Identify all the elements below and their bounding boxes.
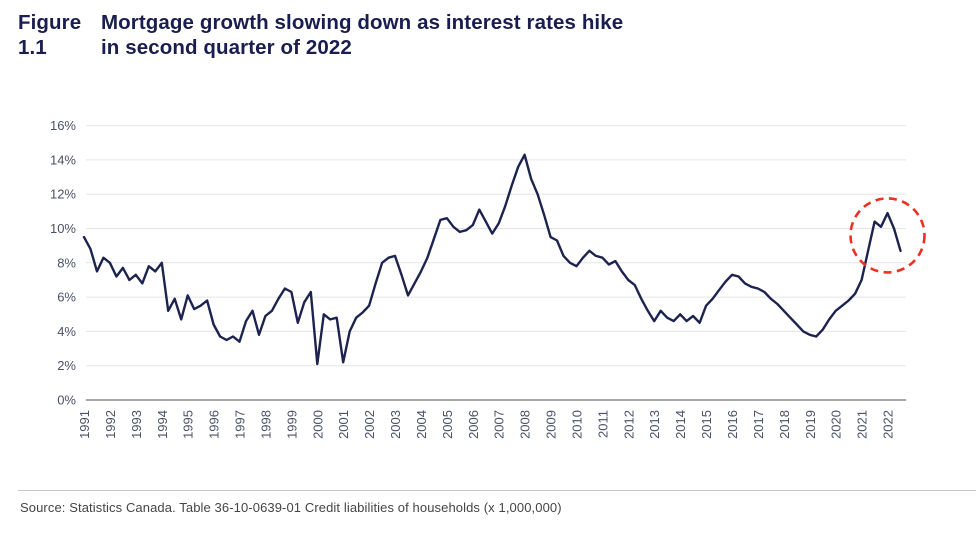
- x-axis-label: 1991: [77, 410, 92, 439]
- y-axis-labels: 0% 2% 4% 6% 8% 10% 12% 14% 16%: [50, 118, 76, 407]
- x-axis-label: 1997: [233, 410, 248, 439]
- x-axis-labels: 1991 1992 1993 1994 1995 1996 1997 1998 1999 2000…: [77, 410, 896, 439]
- x-axis-label: 1994: [155, 410, 170, 439]
- x-axis-label: 2022: [881, 410, 896, 439]
- x-axis-label: 1992: [103, 410, 118, 439]
- x-axis-label: 2008: [518, 410, 533, 439]
- figure-title: Mortgage growth slowing down as interest…: [101, 10, 623, 60]
- x-axis-label: 1993: [129, 410, 144, 439]
- divider-line: [18, 490, 976, 491]
- y-axis-label: 14%: [50, 152, 76, 167]
- x-axis-label: 2001: [336, 410, 351, 439]
- y-axis-label: 8%: [57, 255, 76, 270]
- x-axis-label: 2021: [855, 410, 870, 439]
- x-axis-label: 1999: [284, 410, 299, 439]
- x-axis-label: 2012: [621, 410, 636, 439]
- y-axis-label: 10%: [50, 221, 76, 236]
- x-axis-label: 1996: [207, 410, 222, 439]
- x-axis-label: 2006: [466, 410, 481, 439]
- x-axis-label: 2010: [569, 410, 584, 439]
- x-axis-label: 2009: [544, 410, 559, 439]
- source-note: Source: Statistics Canada. Table 36-10-0…: [20, 500, 562, 515]
- y-axis-label: 16%: [50, 118, 76, 133]
- x-axis-label: 1998: [258, 410, 273, 439]
- figure-header: Figure 1.1 Mortgage growth slowing down …: [18, 10, 623, 60]
- mortgage-growth-line: [82, 153, 902, 366]
- figure-title-line2: in second quarter of 2022: [101, 36, 352, 59]
- gridlines: [86, 125, 906, 401]
- x-axis-label: 2004: [414, 410, 429, 439]
- y-axis-label: 6%: [57, 290, 76, 305]
- x-axis-label: 2018: [777, 410, 792, 439]
- x-axis-label: 2007: [492, 410, 507, 439]
- x-axis-label: 2019: [803, 410, 818, 439]
- figure-label: Figure 1.1: [18, 11, 82, 59]
- x-axis-label: 2017: [751, 410, 766, 439]
- growth-line-chart: 0%2%4%6%8%10%12%14%16%1991 1992 1993 1994 19…: [50, 118, 926, 439]
- y-axis-label: 12%: [50, 187, 76, 202]
- x-axis-label: 2013: [647, 410, 662, 439]
- x-axis-label: 2011: [595, 410, 610, 438]
- x-axis-label: 2014: [673, 410, 688, 439]
- highlight-circle-annotation: [849, 197, 926, 274]
- x-axis-label: 2016: [725, 410, 740, 439]
- x-axis-label: 2020: [829, 410, 844, 439]
- y-axis-label: 2%: [57, 358, 76, 373]
- x-axis-label: 2003: [388, 410, 403, 439]
- x-axis-label: 2002: [362, 410, 377, 439]
- x-axis-label: 1995: [181, 410, 196, 439]
- y-axis-label: 4%: [57, 324, 76, 339]
- chart-area: 0% 2% 4% 6% 8% 10% 12% 14% 16% 1991 1992 1993 1994 19…: [0, 95, 980, 485]
- x-axis-label: 2015: [699, 410, 714, 439]
- x-axis-label: 2000: [310, 410, 325, 439]
- y-axis-label: 0%: [57, 393, 76, 408]
- figure-title-line1: Mortgage growth slowing down as interest…: [101, 11, 624, 34]
- x-axis-label: 2005: [440, 410, 455, 439]
